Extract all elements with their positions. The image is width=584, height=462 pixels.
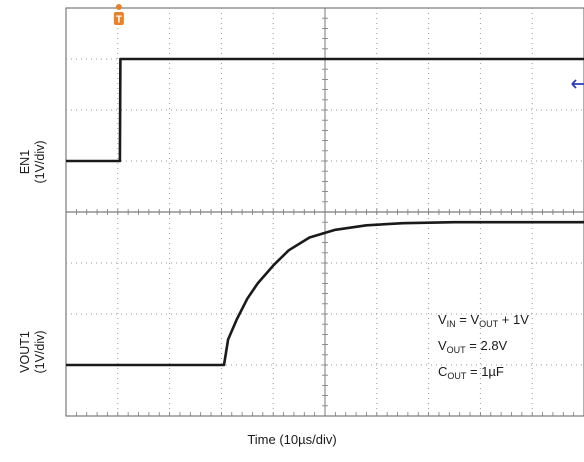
- condition-vout: VOUT = 2.8V: [438, 338, 508, 355]
- en1-trace: [66, 57, 584, 163]
- traces: [66, 57, 584, 367]
- level-arrow-icon: [571, 79, 584, 89]
- grid: [65, 7, 584, 417]
- conditions-annotation: VIN = VOUT + 1V VOUT = 2.8V COUT = 1µF: [438, 309, 529, 387]
- trigger-label: T: [116, 15, 122, 26]
- en1-axis-label: EN1 (1V/div): [18, 140, 47, 184]
- x-axis-label: Time (10µs/div): [247, 432, 337, 447]
- vout1-axis-label: VOUT1 (1V/div): [18, 330, 47, 374]
- trigger-marker: [113, 12, 124, 25]
- trigger-dot: [115, 4, 122, 10]
- condition-cout: COUT = 1µF: [438, 364, 504, 381]
- vout1-trace: [66, 220, 584, 367]
- markers: T: [113, 4, 584, 89]
- condition-vin: VIN = VOUT + 1V: [438, 312, 529, 329]
